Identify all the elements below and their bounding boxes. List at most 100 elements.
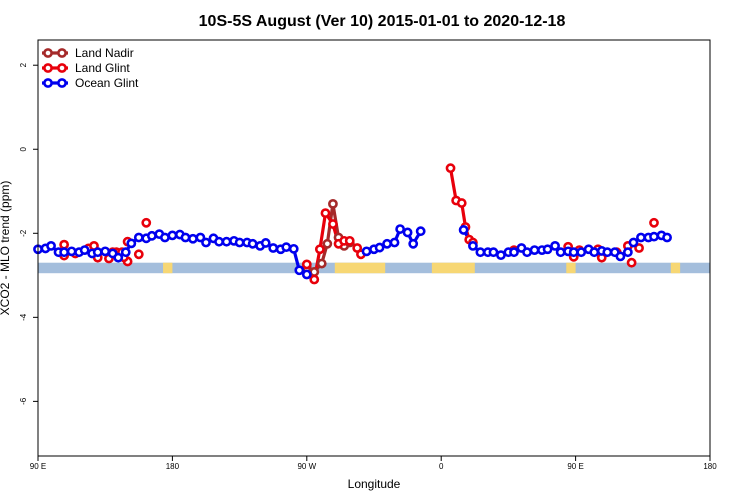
ocean-glint-point: [281, 242, 292, 253]
ocean-glint-point: [622, 247, 633, 258]
map-land-band: [334, 262, 386, 274]
ocean-glint-point: [662, 232, 672, 243]
ocean-glint-point: [100, 246, 111, 257]
ocean-glint-point: [188, 233, 198, 244]
land-nadir-point: [316, 258, 327, 269]
ocean-glint-legend-marker: [57, 78, 67, 88]
land-nadir-legend-marker: [57, 48, 67, 58]
land-nadir-point: [328, 198, 338, 209]
ocean-glint-legend-label: Ocean Glint: [75, 76, 139, 90]
x-tick-label: 90 E: [567, 462, 583, 471]
ocean-glint-point: [589, 247, 600, 258]
ocean-glint-point: [201, 237, 211, 248]
ocean-glint-point: [59, 247, 70, 258]
land-glint-point: [314, 244, 325, 255]
map-land-band: [163, 262, 173, 274]
y-axis: 2 0 -2 -4 -6: [19, 62, 38, 405]
land-glint-point: [309, 274, 320, 285]
ocean-glint-point: [496, 250, 506, 261]
land-nadir-legend-label: Land Nadir: [75, 46, 134, 60]
ocean-glint-point: [288, 243, 299, 254]
ocean-glint-point: [458, 225, 469, 235]
ocean-glint-point: [294, 265, 305, 276]
ocean-glint-point: [46, 240, 56, 251]
ocean-glint-point: [120, 247, 131, 258]
x-tick-label: 0: [439, 462, 444, 471]
ocean-glint-point: [475, 247, 486, 258]
ocean-glint-point: [555, 247, 566, 258]
y-tick-label: 2: [19, 62, 28, 67]
land-glint-point: [301, 259, 312, 270]
ocean-glint-point: [79, 245, 90, 256]
ocean-glint-point: [374, 242, 385, 253]
plot-frame: [37, 39, 711, 457]
y-tick-label: -6: [19, 397, 28, 405]
x-axis: 90 E 180 90 W 0 90 E 180: [30, 456, 717, 471]
land-glint-point: [59, 239, 70, 250]
map-land-band: [431, 262, 475, 274]
map-land-band: [566, 262, 576, 274]
land-glint-point: [456, 198, 467, 208]
ocean-glint-point: [382, 238, 392, 249]
ocean-glint-point: [542, 244, 553, 255]
land-glint-point: [344, 235, 355, 246]
land-glint-point: [626, 257, 637, 268]
ocean-glint-point: [146, 230, 157, 241]
ocean-glint-point: [268, 243, 279, 253]
land-glint-point: [141, 217, 152, 228]
map-land-band: [670, 262, 681, 274]
ocean-glint-point: [576, 247, 587, 258]
ocean-glint-point: [221, 236, 232, 247]
land-glint-legend-marker: [43, 63, 53, 73]
y-tick-label: -2: [19, 229, 28, 237]
land-glint-legend-marker: [57, 63, 67, 73]
ocean-glint-point: [408, 238, 419, 249]
ocean-glint-point: [636, 232, 646, 243]
ocean-glint-point: [615, 251, 626, 262]
land-glint-point: [328, 219, 338, 229]
land-glint-legend-label: Land Glint: [75, 61, 130, 75]
ocean-glint-point: [602, 247, 613, 258]
land-glint-point: [634, 243, 644, 253]
land-glint-point: [133, 249, 144, 260]
land-nadir-point: [309, 267, 320, 277]
land-glint-point: [320, 208, 331, 219]
ocean-glint-point: [126, 238, 137, 249]
chart-title: 10S-5S August (Ver 10) 2015-01-01 to 202…: [199, 13, 566, 30]
x-tick-label: 90 E: [30, 462, 46, 471]
ocean-glint-point: [160, 232, 170, 243]
ocean-glint-point: [468, 240, 478, 251]
ocean-glint-point: [214, 236, 224, 247]
x-tick-label: 180: [703, 462, 717, 471]
ocean-glint-point: [92, 247, 103, 258]
land-nadir-point: [322, 238, 333, 249]
ocean-glint-point: [509, 247, 519, 258]
ocean-glint-point: [133, 232, 144, 243]
ocean-glint-point: [415, 226, 426, 237]
ocean-glint-point: [402, 227, 413, 238]
ocean-glint-point: [301, 269, 312, 280]
ocean-glint-point: [180, 232, 191, 243]
x-axis-label: Longitude: [348, 477, 401, 491]
ocean-glint-point: [628, 237, 639, 248]
x-tick-label: 180: [166, 462, 180, 471]
x-tick-label: 90 W: [297, 462, 316, 471]
ocean-glint-point: [113, 252, 124, 263]
ocean-glint-point: [234, 237, 245, 248]
ocean-glint-point: [167, 230, 178, 241]
ocean-glint-legend-marker: [43, 78, 53, 88]
ocean-glint-point: [488, 247, 499, 258]
y-axis-label: XCO2 - MLO trend (ppm): [0, 181, 12, 316]
ocean-glint-point: [522, 247, 532, 258]
ocean-glint-point: [195, 232, 206, 243]
y-tick-label: -4: [19, 313, 28, 321]
ocean-glint-point: [395, 224, 406, 234]
ocean-glint-point: [550, 240, 560, 251]
ocean-glint-point: [649, 231, 659, 242]
ocean-glint-point: [389, 237, 400, 248]
land-glint-point: [649, 217, 659, 228]
ocean-glint-point: [361, 246, 372, 257]
ocean-glint-point: [260, 238, 271, 248]
